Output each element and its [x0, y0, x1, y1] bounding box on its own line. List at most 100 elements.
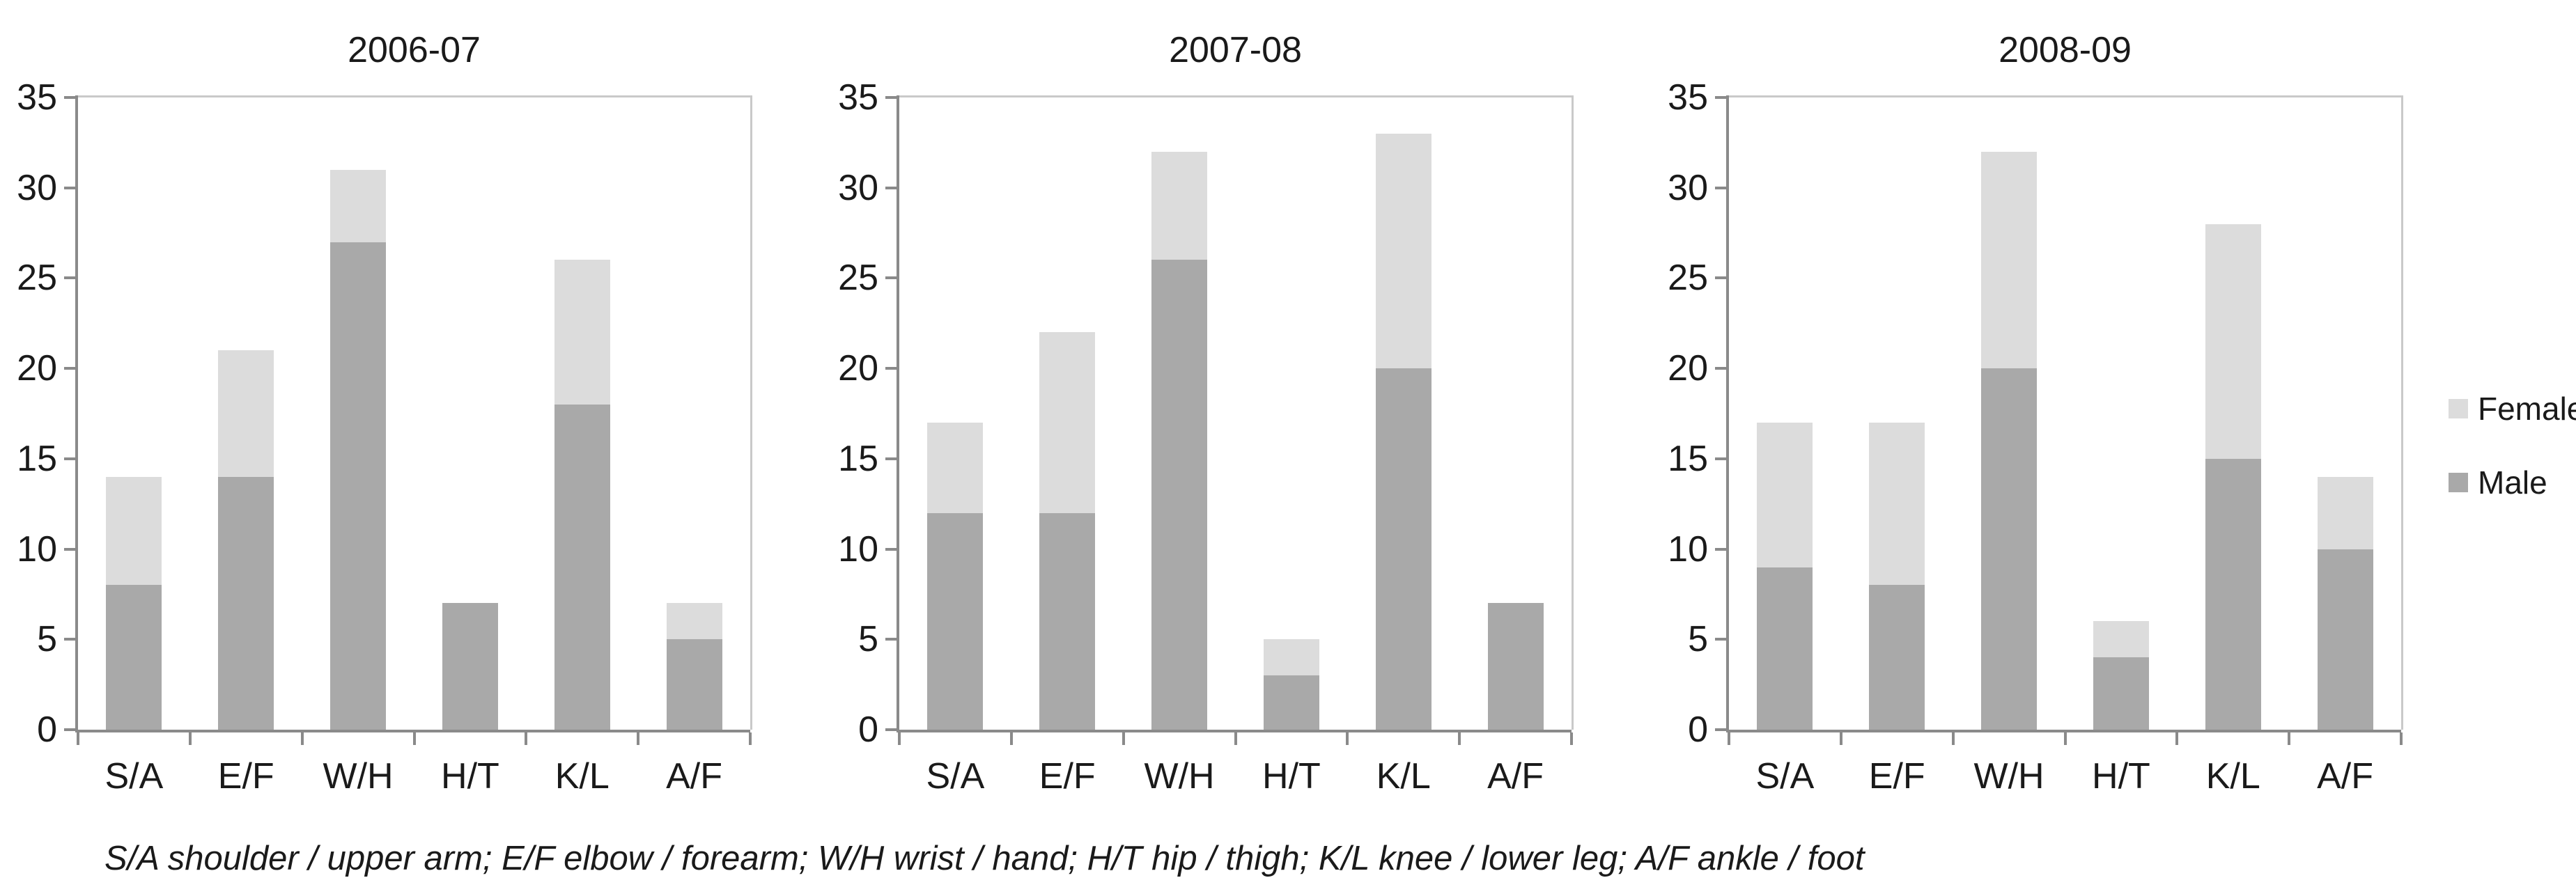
y-axis-tick — [64, 638, 75, 641]
x-axis-tick — [1458, 732, 1461, 745]
x-axis-tick — [2288, 732, 2291, 745]
x-axis-tick — [1009, 732, 1013, 745]
bar-2007-08-E/F-male — [1039, 512, 1096, 730]
chart-title-2008-09: 2008-09 — [1999, 30, 2132, 70]
footnote-abbreviation-key: S/A shoulder / upper arm; E/F elbow / fo… — [104, 840, 1865, 877]
bar-2006-07-A/F-female — [666, 603, 722, 640]
plot-area-2008-09 — [1729, 97, 2401, 730]
bar-2008-09-A/F-female — [2317, 476, 2373, 549]
y-axis-tick-label: 5 — [37, 619, 57, 660]
bar-2007-08-E/F-female — [1039, 332, 1096, 513]
bar-2006-07-E/F-female — [218, 350, 274, 477]
x-axis-line — [75, 730, 750, 732]
y-axis-tick-label: 30 — [838, 167, 878, 208]
chart-title-2006-07: 2006-07 — [348, 30, 481, 70]
bar-2008-09-H/T-female — [2093, 621, 2149, 658]
y-axis-tick — [885, 186, 897, 189]
plot-border-right — [750, 97, 752, 730]
y-axis-tick-label: 15 — [17, 438, 57, 479]
x-axis-tick — [1728, 732, 1730, 745]
y-axis-tick — [885, 96, 897, 99]
x-axis-category-label: H/T — [1262, 756, 1321, 797]
x-axis-line — [1726, 730, 2401, 732]
x-axis-category-label: A/F — [2317, 756, 2374, 797]
y-axis-tick — [885, 367, 897, 370]
bar-2008-09-W/H-male — [1981, 368, 2038, 730]
bar-2006-07-H/T-male — [442, 603, 498, 730]
legend-label-male: Male — [2478, 464, 2547, 501]
y-axis-tick-label: 0 — [37, 709, 57, 750]
y-axis-tick-label: 20 — [1668, 348, 1708, 389]
x-axis-category-label: A/F — [1487, 756, 1544, 797]
legend: Female Male — [2449, 390, 2576, 538]
x-axis-category-label: W/H — [1973, 756, 2044, 797]
bar-2006-07-W/H-female — [330, 169, 387, 242]
y-axis-tick-label: 25 — [1668, 258, 1708, 299]
y-axis-line — [897, 95, 899, 732]
y-axis-tick — [64, 728, 75, 731]
y-axis-tick — [64, 276, 75, 280]
legend-item-female: Female — [2449, 390, 2576, 428]
x-axis-tick — [749, 732, 752, 745]
y-axis-tick — [64, 457, 75, 460]
y-axis-line — [75, 95, 78, 732]
x-axis-category-label: K/L — [2205, 756, 2260, 797]
plot-border-top — [1729, 95, 2403, 97]
y-axis-tick — [64, 367, 75, 370]
y-axis-tick-label: 35 — [17, 77, 57, 118]
x-axis-tick — [1122, 732, 1125, 745]
x-axis-tick — [898, 732, 901, 745]
bar-2007-08-K/L-male — [1375, 368, 1431, 730]
bar-2007-08-S/A-male — [927, 512, 984, 730]
y-axis-tick-label: 30 — [17, 167, 57, 208]
x-axis-category-label: S/A — [926, 756, 985, 797]
y-axis-tick — [1715, 367, 1726, 370]
y-axis-tick — [885, 276, 897, 280]
y-axis-tick-label: 15 — [1668, 438, 1708, 479]
y-axis-tick — [1715, 276, 1726, 280]
male-swatch-icon — [2449, 473, 2468, 492]
y-axis-tick-label: 20 — [17, 348, 57, 389]
x-axis-category-label: K/L — [554, 756, 610, 797]
y-axis-tick-label: 15 — [838, 438, 878, 479]
bar-2007-08-K/L-female — [1375, 133, 1431, 369]
x-axis-tick — [1839, 732, 1842, 745]
bar-2008-09-W/H-female — [1981, 151, 2038, 369]
x-axis-tick — [300, 732, 304, 745]
bar-2008-09-K/L-male — [2205, 458, 2261, 730]
y-axis-tick-label: 30 — [1668, 167, 1708, 208]
legend-item-male: Male — [2449, 464, 2576, 501]
x-axis-tick — [77, 732, 79, 745]
bar-2008-09-A/F-male — [2317, 549, 2373, 730]
x-axis-category-label: E/F — [217, 756, 274, 797]
x-axis-line — [897, 730, 1572, 732]
bar-2006-07-K/L-male — [554, 405, 610, 730]
x-axis-tick — [412, 732, 416, 745]
bar-2006-07-S/A-female — [106, 476, 162, 586]
y-axis-tick — [64, 547, 75, 551]
x-axis-tick — [1951, 732, 1955, 745]
plot-border-right — [2401, 97, 2403, 730]
y-axis-tick-label: 5 — [1688, 619, 1708, 660]
x-axis-tick — [525, 732, 528, 745]
bar-2007-08-H/T-male — [1263, 675, 1319, 730]
y-axis-tick-label: 10 — [1668, 528, 1708, 570]
y-axis-tick-label: 25 — [838, 258, 878, 299]
bar-2008-09-E/F-male — [1869, 585, 1925, 730]
bar-2007-08-H/T-female — [1263, 639, 1319, 676]
x-axis-category-label: W/H — [1144, 756, 1215, 797]
x-axis-tick — [1346, 732, 1349, 745]
bar-2008-09-S/A-male — [1757, 567, 1813, 730]
plot-border-top — [899, 95, 1574, 97]
y-axis-tick-label: 10 — [838, 528, 878, 570]
y-axis-tick — [1715, 96, 1726, 99]
bar-2006-07-S/A-male — [106, 585, 162, 730]
x-axis-tick — [1570, 732, 1573, 745]
y-axis-tick — [64, 96, 75, 99]
bar-2007-08-W/H-female — [1151, 151, 1208, 260]
bar-2007-08-W/H-male — [1151, 260, 1208, 730]
x-axis-tick — [188, 732, 192, 745]
y-axis-tick — [1715, 457, 1726, 460]
x-axis-category-label: E/F — [1868, 756, 1925, 797]
